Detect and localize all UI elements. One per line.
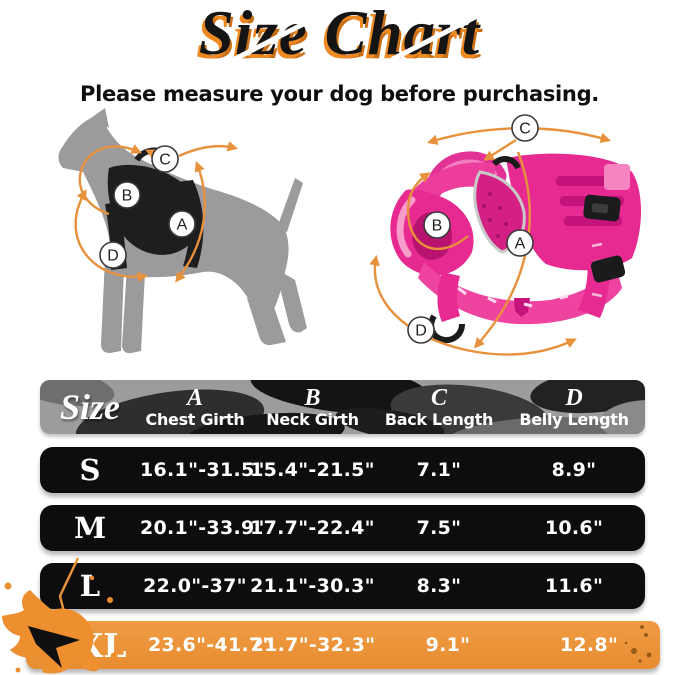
size-cell: M <box>73 511 107 545</box>
dog-label-a: A <box>168 210 196 238</box>
size-row-m: M 20.1"-33.9" 17.7"-22.4" 7.5" 10.6" <box>40 505 645 551</box>
harness-label-b: B <box>423 211 451 239</box>
dog-label-b: B <box>113 181 141 209</box>
belly-length-cell: 10.6" <box>544 517 604 539</box>
dog-label-c: C <box>151 145 179 173</box>
col-header-neck: B Neck Girth <box>266 384 359 429</box>
harness-label-a: A <box>506 229 534 257</box>
dog-measure-diagram: C B A D <box>58 108 307 354</box>
size-cell: S <box>79 453 101 487</box>
svg-text:C: C <box>159 152 171 169</box>
title-block: Size Chart <box>0 2 679 65</box>
belly-length-cell: 12.8" <box>559 634 619 656</box>
neck-girth-cell: 15.4"-21.5" <box>250 459 375 481</box>
neck-girth-cell: 21.7"-32.3" <box>250 634 376 656</box>
svg-text:A: A <box>177 217 188 234</box>
harness-label-d: D <box>407 316 435 344</box>
chest-girth-cell: 20.1"-33.9" <box>140 517 265 539</box>
splash-blob <box>2 590 100 674</box>
d-ring-top <box>491 156 521 170</box>
back-length-cell: 8.3" <box>416 575 462 597</box>
belly-length-cell: 8.9" <box>551 459 597 481</box>
size-cell: L <box>79 569 101 603</box>
back-length-cell: 9.1" <box>425 634 471 656</box>
chest-girth-cell: 22.0"-37" <box>143 575 247 597</box>
harness-label-c: C <box>511 114 539 142</box>
size-table: Size A Chest Girth B Neck Girth C Back L… <box>26 380 660 669</box>
page-title: Size Chart <box>199 2 485 65</box>
back-length-cell: 7.1" <box>416 459 462 481</box>
neck-girth-cell: 17.7"-22.4" <box>250 517 375 539</box>
svg-text:D: D <box>107 248 119 265</box>
camo-background <box>40 380 645 434</box>
splash-pointer <box>2 557 118 674</box>
subtitle: Please measure your dog before purchasin… <box>80 82 599 106</box>
svg-text:C: C <box>519 121 531 138</box>
size-row-l: L 22.0"-37" 21.1"-30.3" 8.3" 11.6" <box>40 563 645 609</box>
col-header-back: C Back Length <box>384 384 494 429</box>
neck-girth-cell: 21.1"-30.3" <box>250 575 375 597</box>
chest-girth-cell: 23.6"-41.7" <box>148 634 273 656</box>
chest-girth-cell: 16.1"-31.5" <box>140 459 265 481</box>
size-table-header: Size A Chest Girth B Neck Girth C Back L… <box>40 380 645 434</box>
back-length-cell: 7.5" <box>416 517 462 539</box>
svg-text:B: B <box>122 188 133 205</box>
svg-text:B: B <box>432 218 443 235</box>
col-header-belly: D Belly Length <box>519 384 629 429</box>
col-header-chest: A Chest Girth <box>145 384 245 429</box>
size-row-s: S 16.1"-31.5" 15.4"-21.5" 7.1" 8.9" <box>40 447 645 493</box>
harness-measure-diagram: C B A D <box>369 114 641 356</box>
dog-label-d: D <box>99 241 127 269</box>
svg-text:D: D <box>415 323 427 340</box>
svg-text:A: A <box>515 236 526 253</box>
splash-arrow-icon <box>28 626 80 668</box>
mesh-dots <box>482 192 508 238</box>
grunge-specks <box>624 625 652 663</box>
belly-length-cell: 11.6" <box>544 575 604 597</box>
col-header-size: Size <box>59 387 120 427</box>
